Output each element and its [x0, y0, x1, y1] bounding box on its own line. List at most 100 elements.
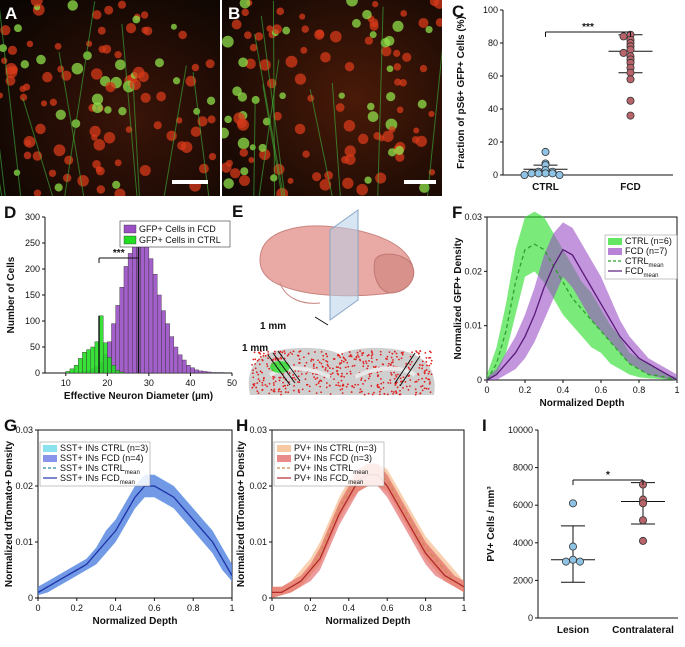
cell-dot — [253, 351, 256, 354]
category-label: Contralateral — [612, 625, 674, 636]
cell-dot — [273, 350, 276, 353]
cell — [206, 96, 216, 105]
neurite — [260, 15, 286, 196]
cell — [115, 59, 126, 71]
cell-dot — [325, 360, 327, 362]
cell — [42, 71, 53, 83]
cell-dot — [335, 384, 338, 386]
cell — [285, 55, 298, 68]
brain-e-svg: 1 mm 1 mm — [242, 209, 435, 396]
cell-dot — [357, 383, 360, 386]
cell — [419, 182, 430, 193]
fcd-bar — [148, 258, 154, 374]
cell-dot — [335, 366, 338, 368]
cell — [428, 110, 435, 118]
cell — [367, 102, 375, 111]
cell-dot — [337, 373, 340, 376]
cell-dot — [286, 354, 289, 357]
cell-dot — [414, 388, 417, 391]
cell-dot — [339, 388, 342, 391]
data-point — [576, 557, 585, 566]
cell-dot — [428, 350, 431, 353]
y-axis-label: Number of Cells — [6, 256, 17, 333]
cell-dot — [272, 390, 275, 392]
cell-dot — [347, 365, 350, 368]
cell-dot — [305, 383, 308, 386]
cell-dot — [262, 379, 265, 382]
cell — [53, 144, 66, 157]
panel-letter-d: D — [4, 203, 17, 222]
cell — [413, 127, 420, 134]
cell — [338, 92, 345, 99]
cell-dot — [390, 390, 393, 393]
y-tick-label: 50 — [30, 342, 40, 352]
cell-dot — [284, 387, 287, 390]
cell — [433, 0, 442, 9]
cell-dot — [314, 378, 317, 380]
cell — [393, 63, 402, 71]
cell — [392, 20, 404, 32]
ctrl-bar — [78, 358, 83, 374]
cell — [153, 121, 162, 130]
cell — [180, 141, 193, 153]
cell-dot — [386, 358, 388, 361]
legend-box — [39, 441, 151, 487]
y-tick-label: 150 — [25, 290, 40, 300]
scale-label-bottom: 1 mm — [242, 343, 268, 354]
plot-frame — [486, 216, 678, 381]
x-axis-label: Normalized Depth — [539, 398, 624, 409]
data-point — [638, 516, 647, 525]
cell-dot — [379, 393, 381, 396]
y-tick-label: 0.03 — [249, 425, 267, 435]
cell-dot — [393, 377, 396, 380]
cell-dot — [409, 385, 411, 387]
cell-dot — [423, 387, 426, 390]
cell — [294, 73, 307, 85]
cell-dot — [329, 393, 332, 395]
fcd-bar — [177, 354, 183, 374]
cell-dot — [259, 370, 262, 373]
ctrl-bar — [65, 371, 71, 374]
y-tick-label: 20 — [488, 137, 498, 147]
cell-dot — [339, 367, 342, 369]
cell — [351, 18, 361, 28]
data-point — [534, 169, 543, 178]
cell-dot — [337, 366, 340, 369]
x-tick-label: 20 — [102, 378, 112, 388]
cell-dot — [370, 357, 373, 360]
cell-dot — [401, 353, 404, 356]
x-tick-label: 0.4 — [343, 603, 356, 613]
y-tick-label: 8000 — [513, 463, 533, 473]
cell-dot — [386, 393, 389, 396]
cell-dot — [415, 380, 418, 383]
cell — [0, 44, 7, 53]
cell-dot — [340, 361, 343, 364]
legend-entry: CTRL (n=6) — [625, 236, 672, 246]
cell — [57, 65, 65, 73]
cell-dot — [408, 374, 411, 377]
cell-dot — [376, 384, 379, 387]
cell-dot — [370, 354, 373, 357]
cell — [320, 51, 331, 63]
cell-dot — [280, 390, 283, 393]
cell-dot — [371, 351, 373, 354]
cell — [239, 0, 251, 9]
ctrl-bar — [82, 351, 87, 374]
cell-dot — [419, 350, 422, 352]
cell-dot — [310, 358, 313, 361]
cell-dot — [396, 373, 399, 376]
cell — [40, 100, 48, 107]
cell-dot — [394, 384, 397, 386]
cell-dot — [417, 372, 419, 375]
cell-dot — [323, 376, 326, 379]
cell — [71, 62, 84, 75]
cell-dot — [415, 391, 418, 394]
cell-dot — [308, 390, 311, 393]
cell — [129, 78, 141, 91]
neurite — [253, 97, 256, 196]
cell — [208, 152, 217, 161]
cell — [287, 177, 294, 184]
fcd-bar — [202, 371, 208, 374]
cell-dot — [343, 375, 346, 378]
cell-dot — [297, 370, 300, 372]
